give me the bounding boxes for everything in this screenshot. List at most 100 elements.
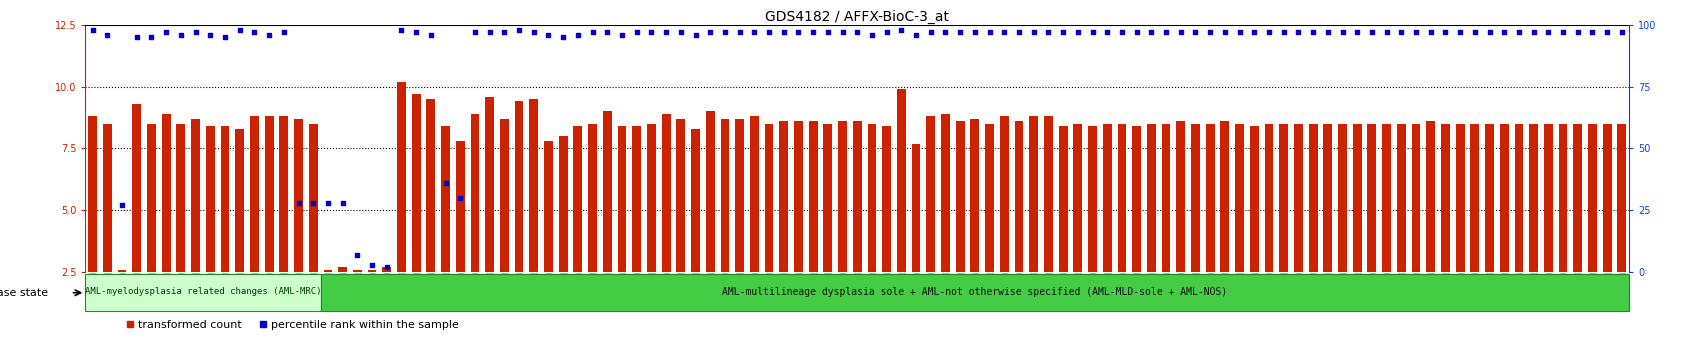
Point bbox=[696, 29, 723, 35]
Point bbox=[123, 34, 150, 40]
Point bbox=[1328, 29, 1355, 35]
Point bbox=[256, 32, 283, 38]
Bar bbox=[897, 89, 905, 272]
Bar bbox=[1441, 124, 1449, 272]
Point bbox=[196, 32, 223, 38]
Bar bbox=[397, 82, 406, 272]
Bar bbox=[1454, 124, 1463, 272]
Bar bbox=[1425, 121, 1434, 272]
Bar bbox=[1117, 124, 1125, 272]
Bar bbox=[353, 270, 361, 272]
Bar bbox=[764, 124, 772, 272]
Point bbox=[1459, 29, 1487, 35]
Point bbox=[593, 29, 621, 35]
Bar bbox=[1279, 124, 1287, 272]
Point bbox=[1386, 29, 1413, 35]
Bar bbox=[1323, 124, 1332, 272]
Bar bbox=[1514, 124, 1523, 272]
Point bbox=[329, 200, 356, 206]
Bar bbox=[1337, 124, 1347, 272]
Point bbox=[784, 29, 812, 35]
Point bbox=[1344, 29, 1371, 35]
Bar bbox=[1616, 124, 1625, 272]
Bar bbox=[750, 116, 759, 272]
Point bbox=[1182, 29, 1209, 35]
Point bbox=[1093, 29, 1120, 35]
Point bbox=[858, 32, 885, 38]
Point bbox=[535, 32, 563, 38]
Point bbox=[622, 29, 650, 35]
Point bbox=[373, 264, 401, 270]
Bar bbox=[484, 97, 494, 272]
Point bbox=[152, 29, 179, 35]
Point bbox=[1035, 29, 1062, 35]
Point bbox=[991, 29, 1018, 35]
Bar bbox=[955, 121, 963, 272]
Bar bbox=[970, 119, 979, 272]
Bar bbox=[1234, 124, 1243, 272]
Bar bbox=[529, 99, 537, 272]
Bar bbox=[1014, 121, 1023, 272]
Point bbox=[1490, 29, 1517, 35]
Point bbox=[94, 32, 121, 38]
Bar bbox=[1601, 124, 1611, 272]
Point bbox=[1211, 29, 1238, 35]
Bar bbox=[442, 126, 450, 272]
Bar bbox=[1587, 124, 1596, 272]
Bar bbox=[206, 126, 215, 272]
Bar bbox=[1059, 126, 1067, 272]
Bar bbox=[89, 116, 97, 272]
Point bbox=[578, 29, 605, 35]
Point bbox=[431, 180, 459, 186]
Bar bbox=[868, 124, 876, 272]
Point bbox=[460, 29, 488, 35]
Bar bbox=[808, 121, 817, 272]
Bar bbox=[837, 121, 846, 272]
Text: disease state: disease state bbox=[0, 288, 48, 298]
Bar bbox=[1101, 124, 1112, 272]
Bar bbox=[309, 124, 317, 272]
Point bbox=[946, 29, 974, 35]
Bar bbox=[559, 136, 568, 272]
Point bbox=[1137, 29, 1165, 35]
Point bbox=[902, 32, 929, 38]
Bar bbox=[251, 116, 259, 272]
Point bbox=[667, 29, 694, 35]
Bar bbox=[720, 119, 730, 272]
Text: AML-multilineage dysplasia sole + AML-not otherwise specified (AML-MLD-sole + AM: AML-multilineage dysplasia sole + AML-no… bbox=[721, 287, 1228, 297]
Point bbox=[418, 32, 445, 38]
Bar bbox=[1308, 124, 1316, 272]
Bar bbox=[220, 126, 228, 272]
Bar bbox=[617, 126, 626, 272]
Bar bbox=[1219, 121, 1229, 272]
Bar bbox=[984, 124, 994, 272]
Bar bbox=[1470, 124, 1478, 272]
Bar bbox=[1263, 124, 1272, 272]
Bar bbox=[264, 116, 273, 272]
Bar bbox=[793, 121, 803, 272]
Point bbox=[240, 29, 268, 35]
Point bbox=[682, 32, 709, 38]
Point bbox=[549, 34, 576, 40]
Point bbox=[564, 32, 592, 38]
Bar bbox=[941, 114, 950, 272]
Bar bbox=[1190, 124, 1199, 272]
Bar bbox=[1528, 124, 1538, 272]
Point bbox=[769, 29, 796, 35]
Point bbox=[1122, 29, 1149, 35]
Point bbox=[269, 29, 297, 35]
Point bbox=[1504, 29, 1531, 35]
Point bbox=[1357, 29, 1384, 35]
Point bbox=[726, 29, 754, 35]
Bar bbox=[1572, 124, 1581, 272]
Bar bbox=[191, 119, 199, 272]
Point bbox=[1313, 29, 1340, 35]
Point bbox=[1240, 29, 1267, 35]
Bar bbox=[162, 114, 170, 272]
Point bbox=[1402, 29, 1429, 35]
Point bbox=[755, 29, 783, 35]
Point bbox=[1108, 29, 1136, 35]
Bar bbox=[633, 126, 641, 272]
Bar bbox=[662, 114, 670, 272]
Bar bbox=[1352, 124, 1361, 272]
